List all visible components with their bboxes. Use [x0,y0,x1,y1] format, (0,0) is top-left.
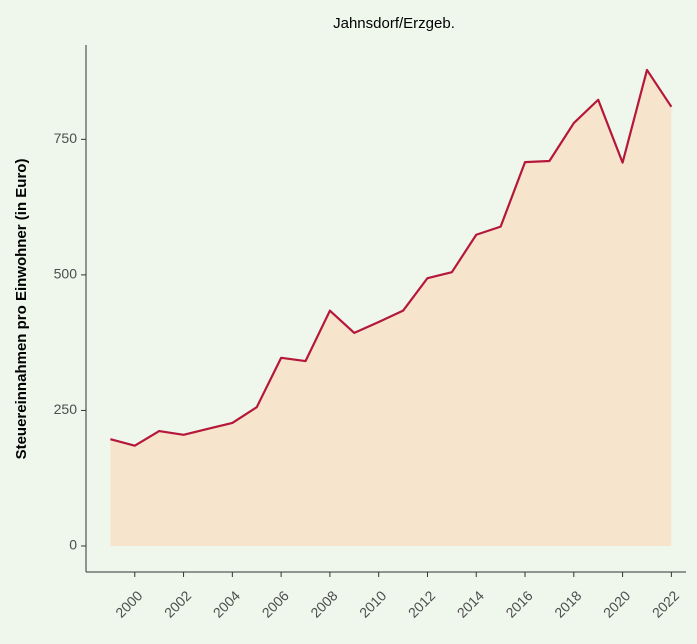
chart-title: Jahnsdorf/Erzgeb. [333,15,455,32]
y-axis-label: Steuereinnahmen pro Einwohner (in Euro) [13,159,30,460]
y-tick-label: 750 [54,130,78,146]
y-tick-label: 500 [54,266,78,282]
line [110,68,673,447]
area [110,69,672,546]
y-tick-label: 0 [69,537,77,553]
y-tick-label: 250 [54,401,78,417]
